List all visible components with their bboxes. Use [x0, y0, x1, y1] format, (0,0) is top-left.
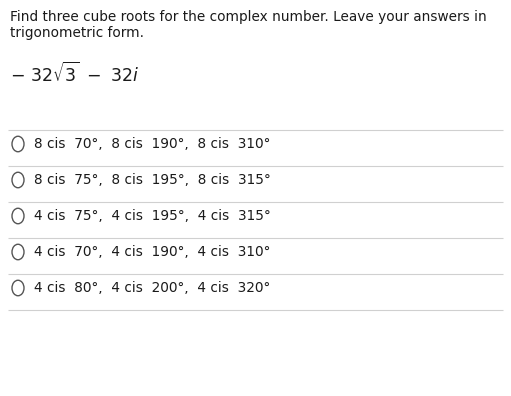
- Text: 4 cis  80°,  4 cis  200°,  4 cis  320°: 4 cis 80°, 4 cis 200°, 4 cis 320°: [34, 281, 270, 295]
- Text: 8 cis  70°,  8 cis  190°,  8 cis  310°: 8 cis 70°, 8 cis 190°, 8 cis 310°: [34, 137, 270, 151]
- Text: 4 cis  70°,  4 cis  190°,  4 cis  310°: 4 cis 70°, 4 cis 190°, 4 cis 310°: [34, 245, 270, 259]
- Text: 4 cis  75°,  4 cis  195°,  4 cis  315°: 4 cis 75°, 4 cis 195°, 4 cis 315°: [34, 209, 271, 223]
- Text: trigonometric form.: trigonometric form.: [10, 26, 144, 40]
- Text: Find three cube roots for the complex number. Leave your answers in: Find three cube roots for the complex nu…: [10, 10, 487, 24]
- Text: 8 cis  75°,  8 cis  195°,  8 cis  315°: 8 cis 75°, 8 cis 195°, 8 cis 315°: [34, 173, 271, 187]
- Text: $-\ 32\sqrt{3}\ -\ 32i$: $-\ 32\sqrt{3}\ -\ 32i$: [10, 62, 140, 86]
